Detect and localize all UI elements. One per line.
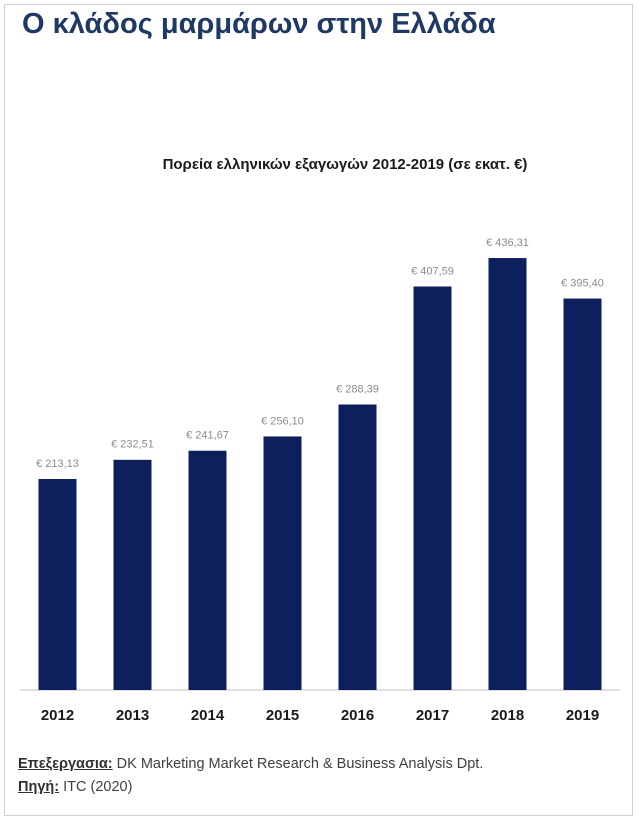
bar [113, 459, 152, 690]
processing-label: Επεξεργασια: [18, 756, 113, 772]
source-label: Πηγή: [18, 779, 60, 795]
bar [263, 436, 302, 690]
x-tick-label: 2015 [266, 707, 299, 724]
bar [413, 286, 452, 690]
value-label: € 256,10 [261, 415, 304, 427]
bar [188, 450, 227, 690]
bar [563, 298, 602, 690]
value-label: € 436,31 [486, 237, 529, 249]
bar [338, 404, 377, 690]
x-tick-label: 2019 [566, 707, 599, 724]
x-tick-label: 2018 [491, 707, 524, 724]
footer-processing: Επεξεργασια: DK Marketing Market Researc… [18, 756, 483, 772]
value-label: € 232,51 [111, 439, 154, 451]
value-label: € 407,59 [411, 265, 454, 277]
footer-source: Πηγή: ITC (2020) [18, 779, 132, 795]
value-label: € 395,40 [561, 277, 604, 289]
x-tick-label: 2013 [116, 707, 149, 724]
x-tick-label: 2014 [191, 707, 225, 724]
value-label: € 241,67 [186, 430, 229, 442]
x-tick-label: 2012 [41, 707, 74, 724]
x-tick-label: 2017 [416, 707, 449, 724]
processing-text: DK Marketing Market Research & Business … [116, 756, 484, 772]
chart-title: Πορεία ελληνικών εξαγωγών 2012-2019 (σε … [163, 156, 528, 173]
bar [38, 479, 77, 690]
x-tick-label: 2016 [341, 707, 374, 724]
value-label: € 288,39 [336, 383, 379, 395]
bar [488, 258, 527, 690]
source-text: ITC (2020) [63, 779, 133, 795]
slide-frame [4, 4, 633, 816]
value-label: € 213,13 [36, 458, 79, 470]
slide-title: Ο κλάδος μαρμάρων στην Ελλάδα [22, 8, 496, 40]
